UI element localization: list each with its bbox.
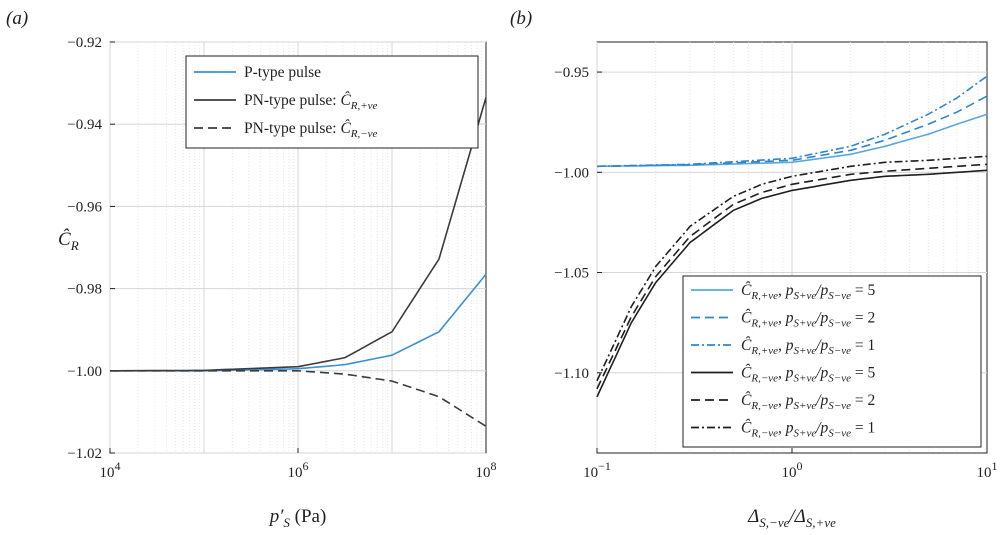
legend: P-type pulse PN-type pulse: ĈR,+ve PN-type… — [185, 55, 479, 149]
legend-entry: PN-type pulse: ĈR,−ve — [244, 120, 378, 140]
legend-entry: ĈR,+ve, pS+ve/pS−ve = 1 — [741, 337, 875, 357]
y-tick-label: −1.05 — [554, 266, 589, 282]
x-tick-label: 10−1 — [583, 459, 611, 481]
legend-entry: ĈR,+ve, pS+ve/pS−ve = 2 — [741, 310, 875, 330]
x-tick-label: 108 — [476, 459, 497, 481]
x-tick-label: 100 — [782, 459, 803, 481]
x-axis-label: p′S (Pa) — [268, 506, 327, 530]
x-tick-label: 101 — [977, 459, 998, 481]
y-tick-label: −1.00 — [67, 364, 102, 380]
legend-entry: ĈR,−ve, pS+ve/pS−ve = 2 — [741, 392, 875, 412]
series-line-5 — [596, 155, 988, 382]
y-tick-label: −0.94 — [67, 117, 102, 133]
legend-entry: P-type pulse — [244, 64, 321, 81]
y-tick-label: −0.92 — [67, 35, 102, 51]
panel-label: (b) — [510, 8, 532, 29]
series-group — [596, 75, 988, 398]
y-tick-label: −0.98 — [67, 282, 102, 298]
series-line-2 — [596, 75, 988, 168]
legend: ĈR,+ve, pS+ve/pS−ve = 5 ĈR,+ve, pS+ve/pS−… — [682, 275, 982, 448]
series-group — [110, 97, 487, 427]
legend-entry: PN-type pulse: ĈR,+ve — [244, 92, 378, 112]
legend-entry: ĈR,+ve, pS+ve/pS−ve = 5 — [741, 282, 875, 302]
legend-box — [682, 275, 982, 448]
y-tick-label: −1.00 — [554, 165, 589, 181]
x-axis-label: ΔS,−ve/ΔS,+ve — [747, 506, 836, 530]
x-tick-label: 106 — [288, 459, 309, 481]
y-tick-label: −1.02 — [67, 446, 102, 462]
y-tick-label: −1.10 — [554, 366, 589, 382]
series-line-0 — [596, 113, 988, 168]
series-line-3 — [596, 169, 988, 398]
y-axis-label: ĈR — [58, 228, 79, 253]
legend-entry: ĈR,−ve, pS+ve/pS−ve = 5 — [741, 365, 875, 385]
legend-entry: ĈR,−ve, pS+ve/pS−ve = 1 — [741, 420, 875, 440]
x-tick-label: 104 — [100, 459, 121, 481]
panel-label: (a) — [6, 8, 28, 29]
series-line-1 — [110, 97, 487, 372]
y-tick-label: −0.96 — [67, 199, 102, 215]
y-tick-label: −0.95 — [554, 65, 589, 81]
series-line-1 — [596, 95, 988, 168]
